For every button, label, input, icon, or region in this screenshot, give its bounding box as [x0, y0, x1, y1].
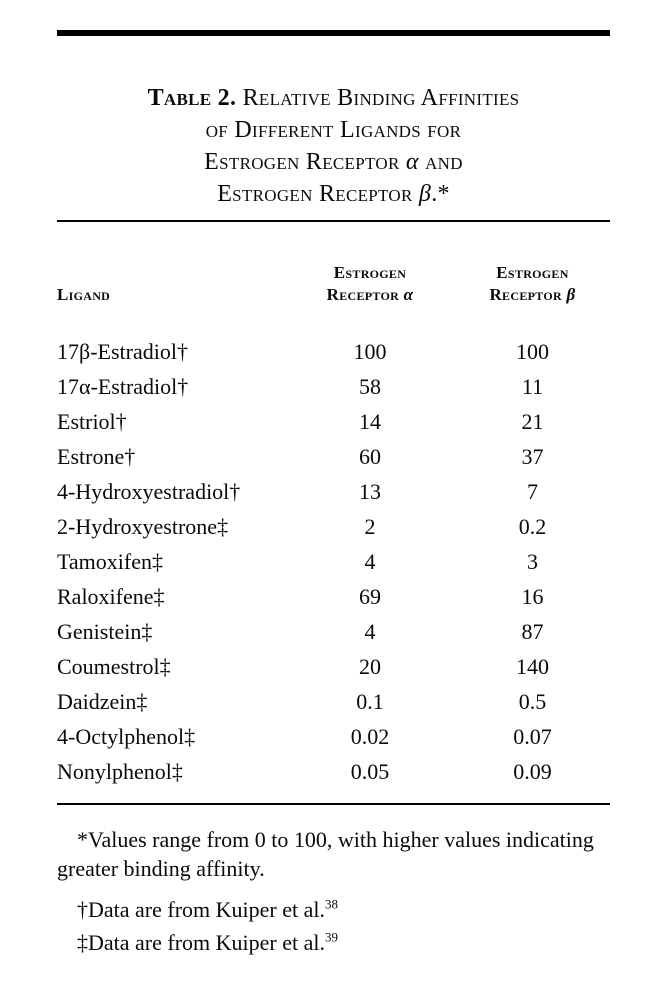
title-line-3: Estrogen Receptor α and [57, 146, 610, 178]
beta-value-cell: 0.2 [518, 513, 547, 539]
beta-value-cell: 16 [521, 583, 544, 609]
footnote-double-dagger: ‡Data are from Kuiper et al.39 [57, 928, 610, 957]
header-alpha-line-1: Estrogen [333, 263, 407, 282]
reference-number: 39 [325, 929, 338, 945]
footer-separator-rule [57, 803, 610, 805]
footnote-asterisk: *Values range from 0 to 100, with higher… [57, 825, 610, 883]
beta-symbol: β [566, 285, 576, 304]
header-beta-receptor-text: Receptor [489, 285, 567, 304]
column-header-receptor-beta: Estrogen Receptor β [455, 262, 610, 306]
alpha-symbol: α [403, 285, 414, 304]
footnotes: *Values range from 0 to 100, with higher… [57, 825, 610, 957]
alpha-value-cell: 69 [359, 583, 381, 609]
table-row: Nonylphenol‡ 0.05 0.09 [57, 754, 610, 789]
alpha-value-cell: 0.1 [356, 688, 384, 714]
alpha-value-cell: 13 [359, 478, 381, 504]
title-separator-rule [57, 220, 610, 222]
ligand-cell: 4-Octylphenol‡ [57, 723, 196, 749]
footnote-asterisk-text: Values range from 0 to 100, with higher … [57, 827, 594, 881]
dagger-symbol: † [77, 897, 88, 922]
beta-value-cell: 140 [516, 653, 549, 679]
footnote-dagger: †Data are from Kuiper et al.38 [57, 895, 610, 924]
ligand-cell: 17α-Estradiol† [57, 373, 189, 399]
alpha-value-cell: 58 [359, 373, 381, 399]
beta-value-cell: 11 [521, 373, 544, 399]
title-line-3-post: and [418, 149, 463, 175]
ligand-cell: Raloxifene‡ [57, 583, 165, 609]
table-row: 17β-Estradiol† 100 100 [57, 334, 610, 369]
beta-value-cell: 0.07 [513, 723, 552, 749]
top-rule [57, 30, 610, 36]
ligand-cell: Coumestrol‡ [57, 653, 171, 679]
beta-value-cell: 7 [527, 478, 538, 504]
double-dagger-symbol: ‡ [77, 930, 88, 955]
ligand-cell: Genistein‡ [57, 618, 153, 644]
table-body: 17β-Estradiol† 100 100 17α-Estradiol† 58… [57, 334, 610, 789]
beta-value-cell: 3 [527, 548, 538, 574]
ligand-cell: Tamoxifen‡ [57, 548, 163, 574]
reference-number: 38 [325, 896, 338, 912]
beta-value-cell: 0.09 [513, 758, 552, 784]
header-beta-line-1: Estrogen [496, 263, 569, 282]
table-row: Estrone† 60 37 [57, 439, 610, 474]
beta-value-cell: 87 [521, 618, 544, 644]
title-line-1-rest: Relative Binding Affinities [242, 85, 520, 111]
table-header-row: Ligand Estrogen Receptor α Estrogen Rece… [57, 262, 610, 306]
column-header-ligand: Ligand [57, 285, 111, 304]
alpha-value-cell: 4 [364, 618, 376, 644]
title-line-4: Estrogen Receptor β.* [57, 178, 610, 210]
table-row: Daidzein‡ 0.1 0.5 [57, 684, 610, 719]
header-alpha-receptor-text: Receptor [326, 285, 404, 304]
beta-value-cell: 0.5 [518, 688, 547, 714]
ligand-cell: 17β-Estradiol† [57, 338, 188, 364]
asterisk-symbol: * [77, 827, 88, 852]
ligand-cell: Daidzein‡ [57, 688, 148, 714]
ligand-cell: Estrone† [57, 443, 136, 469]
table-row: Genistein‡ 4 87 [57, 614, 610, 649]
column-header-receptor-alpha: Estrogen Receptor α [285, 262, 455, 306]
alpha-value-cell: 20 [359, 653, 381, 679]
alpha-value-cell: 4 [364, 548, 376, 574]
table-row: Estriol† 14 21 [57, 404, 610, 439]
alpha-value-cell: 0.05 [350, 758, 390, 784]
table-row: Coumestrol‡ 20 140 [57, 649, 610, 684]
header-alpha-line-2: Receptor α [285, 284, 455, 306]
ligand-cell: Nonylphenol‡ [57, 758, 183, 784]
title-line-4-post: .* [431, 181, 450, 207]
alpha-symbol: α [405, 149, 419, 175]
table-row: 4-Hydroxyestradiol† 13 7 [57, 474, 610, 509]
beta-value-cell: 100 [516, 338, 549, 364]
beta-value-cell: 21 [521, 408, 544, 434]
ligand-cell: 4-Hydroxyestradiol† [57, 478, 241, 504]
alpha-value-cell: 2 [364, 513, 376, 539]
ligand-cell: Estriol† [57, 408, 127, 434]
table-title: Table 2. Relative Binding Affinities of … [57, 82, 610, 210]
header-beta-line-2: Receptor β [455, 284, 610, 306]
table-row: 17α-Estradiol† 58 11 [57, 369, 610, 404]
title-line-3-pre: Estrogen Receptor [204, 149, 406, 175]
ligand-cell: 2-Hydroxyestrone‡ [57, 513, 229, 539]
alpha-value-cell: 100 [353, 338, 387, 364]
table-row: Tamoxifen‡ 4 3 [57, 544, 610, 579]
table-row: 4-Octylphenol‡ 0.02 0.07 [57, 719, 610, 754]
table-number: Table 2. [147, 85, 237, 111]
title-line-2: of Different Ligands for [205, 117, 462, 143]
alpha-value-cell: 14 [359, 408, 381, 434]
table-row: Raloxifene‡ 69 16 [57, 579, 610, 614]
footnote-double-dagger-text: Data are from Kuiper et al. [88, 930, 325, 955]
title-line-1: Table 2. Relative Binding Affinities [57, 82, 610, 114]
alpha-value-cell: 0.02 [350, 723, 390, 749]
alpha-value-cell: 60 [359, 443, 381, 469]
table-row: 2-Hydroxyestrone‡ 2 0.2 [57, 509, 610, 544]
footnote-dagger-text: Data are from Kuiper et al. [88, 897, 325, 922]
beta-symbol: β [418, 181, 432, 207]
title-line-4-pre: Estrogen Receptor [217, 181, 419, 207]
beta-value-cell: 37 [521, 443, 544, 469]
